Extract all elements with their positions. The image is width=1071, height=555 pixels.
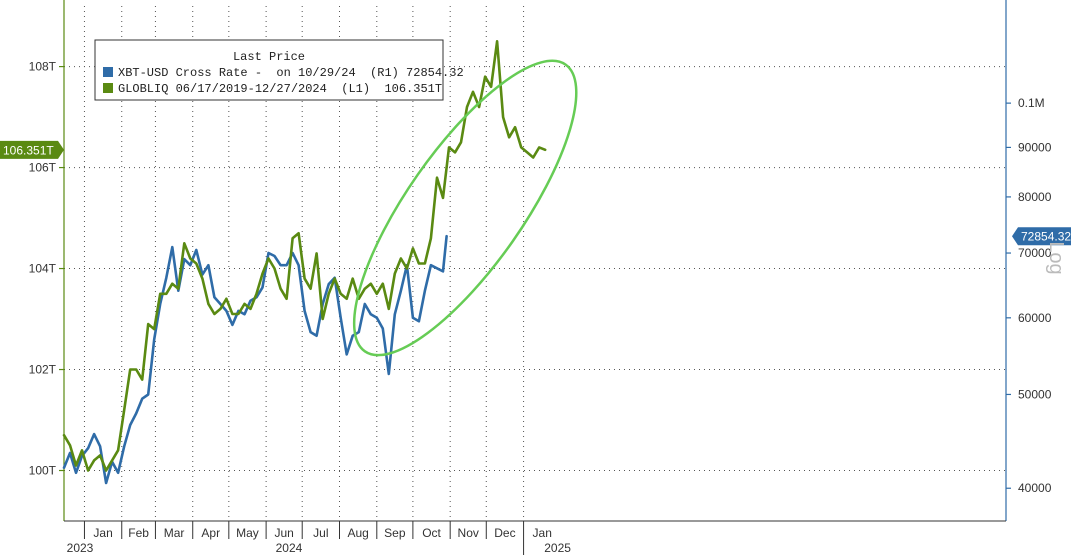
- left-axis-tick-label: 106T: [29, 161, 57, 175]
- x-axis-month-label: Oct: [422, 526, 441, 540]
- annotation-layer: [352, 59, 578, 357]
- x-axis-month-label: Jan: [533, 526, 552, 540]
- right-axis-tick-label: 80000: [1018, 190, 1052, 204]
- x-axis-month-label: Jun: [274, 526, 293, 540]
- legend-swatch-xbt: [103, 67, 113, 77]
- x-axis-month-label: Nov: [458, 526, 479, 540]
- left-last-value-badge-label: 106.351T: [3, 143, 54, 157]
- x-axis-month-label: Sep: [384, 526, 406, 540]
- x-axis-month-label: Feb: [128, 526, 149, 540]
- right-axis-tick-label: 0.1M: [1018, 96, 1045, 110]
- x-axis-year-label: 2025: [544, 541, 571, 555]
- legend-header: Last Price: [233, 50, 305, 64]
- annotation-ellipse: [352, 59, 578, 357]
- right-axis-log-label: Log: [1045, 241, 1067, 274]
- legend-swatch-globliq: [103, 83, 113, 93]
- right-axis: 40000 50000 60000 70000 80000 90000 0.1M: [1005, 0, 1052, 521]
- x-axis: Jan Feb Mar Apr May Jun Jul Aug Sep Oct Nov Dec Jan2…: [64, 520, 1006, 555]
- x-axis-month-label: Jan: [93, 526, 112, 540]
- series-layer: [62, 39, 547, 485]
- legend-entry-xbt: XBT-USD Cross Rate - on 10/29/24 (R1) 72…: [118, 66, 464, 80]
- series-line-xbt-usd-cross-rate: [62, 234, 448, 485]
- left-axis-tick-label: 104T: [29, 262, 57, 276]
- badges: 106.351T 72854.32: [0, 140, 1071, 246]
- x-axis-month-label: Mar: [164, 526, 185, 540]
- x-axis-month-label: May: [236, 526, 259, 540]
- legend-box: [94, 39, 444, 101]
- legend: Last Price XBT-USD Cross Rate - on 10/29…: [94, 39, 464, 101]
- x-axis-year-label: 2024: [276, 541, 303, 555]
- left-axis-tick-label: 100T: [29, 464, 57, 478]
- series-line-globliq: [62, 39, 547, 472]
- x-axis-month-label: Dec: [494, 526, 515, 540]
- right-axis-tick-label: 90000: [1018, 140, 1052, 154]
- right-last-value-badge: 72854.32: [1012, 227, 1071, 246]
- x-axis-month-label: Apr: [201, 526, 220, 540]
- left-axis: 100T 102T 104T 106T 108T: [29, 0, 65, 521]
- right-last-value-badge-shape: [1012, 227, 1071, 246]
- right-axis-tick-label: 40000: [1018, 481, 1052, 495]
- right-axis-tick-label: 60000: [1018, 311, 1052, 325]
- x-axis-year-label: 2023: [67, 541, 94, 555]
- left-last-value-badge-shape: [0, 140, 64, 159]
- left-axis-tick-label: 102T: [29, 363, 57, 377]
- x-axis-month-label: Jul: [313, 526, 328, 540]
- left-last-value-badge: 106.351T: [0, 140, 64, 159]
- legend-entry-globliq: GLOBLIQ 06/17/2019-12/27/2024 (L1) 106.3…: [118, 82, 442, 96]
- left-axis-tick-label: 108T: [29, 60, 57, 74]
- right-last-value-badge-label: 72854.32: [1021, 230, 1071, 244]
- right-axis-tick-label: 70000: [1018, 246, 1052, 260]
- right-axis-tick-label: 50000: [1018, 387, 1052, 401]
- x-axis-month-label: Aug: [347, 526, 368, 540]
